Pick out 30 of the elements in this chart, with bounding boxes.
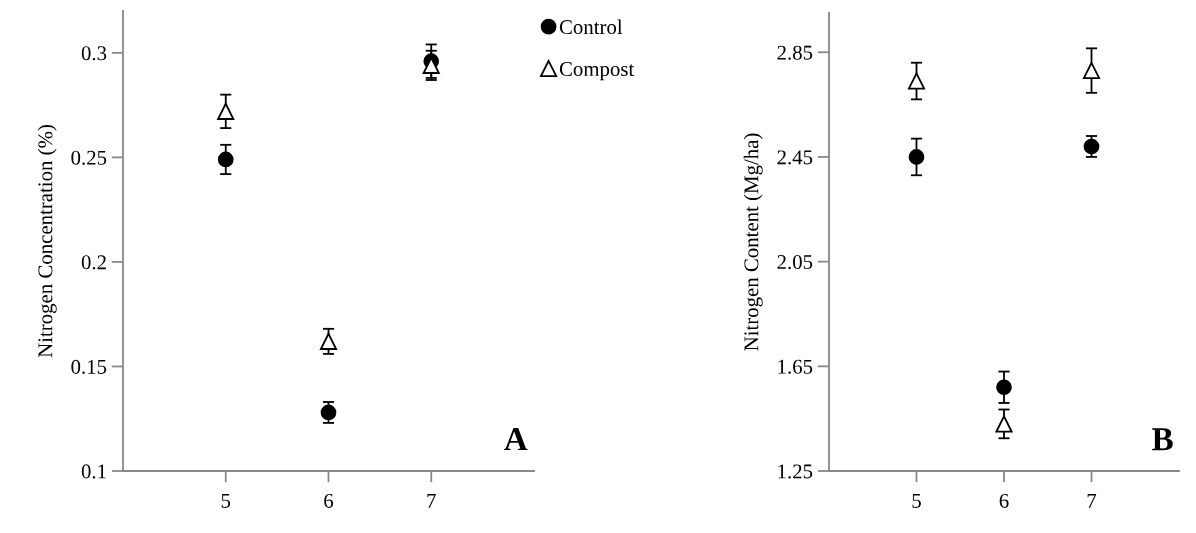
x-tick-label: 5 [221, 494, 231, 508]
y-tick-label: 0.3 [81, 46, 107, 61]
y-tick-label: 1.25 [778, 464, 813, 479]
point [995, 415, 1013, 433]
point [217, 102, 235, 120]
point [996, 379, 1012, 396]
point [1082, 62, 1101, 80]
x-tick-label: 6 [324, 493, 334, 508]
y-tick-label: 2.45 [777, 150, 813, 165]
y-tick-label: 0.1 [81, 464, 106, 479]
annotation: B [1152, 428, 1173, 451]
x-tick-label: 7 [427, 494, 436, 508]
point [908, 149, 925, 165]
y-tick-label: 2.85 [777, 45, 813, 60]
y-tick-label: 0.15 [71, 359, 107, 374]
y-tick-label: 0.25 [71, 150, 107, 165]
point [319, 332, 338, 350]
y-tick-label: 2.05 [777, 255, 813, 270]
y-axis-title: Nitrogen Content (Mg/ha) [743, 133, 763, 351]
x-tick-label: 5 [912, 494, 921, 508]
y-axis-title: Nitrogen Concentration (%) [37, 125, 57, 358]
x-tick-label: 6 [999, 493, 1009, 508]
y-tick-label: 0.2 [81, 255, 106, 270]
legend-label: Control [559, 19, 623, 35]
y-tick-label: 1.65 [778, 359, 813, 374]
point [907, 72, 926, 90]
legend-label: Compost [559, 62, 635, 81]
annotation: A [504, 428, 528, 451]
x-tick-label: 7 [1087, 494, 1097, 508]
point [217, 151, 234, 168]
